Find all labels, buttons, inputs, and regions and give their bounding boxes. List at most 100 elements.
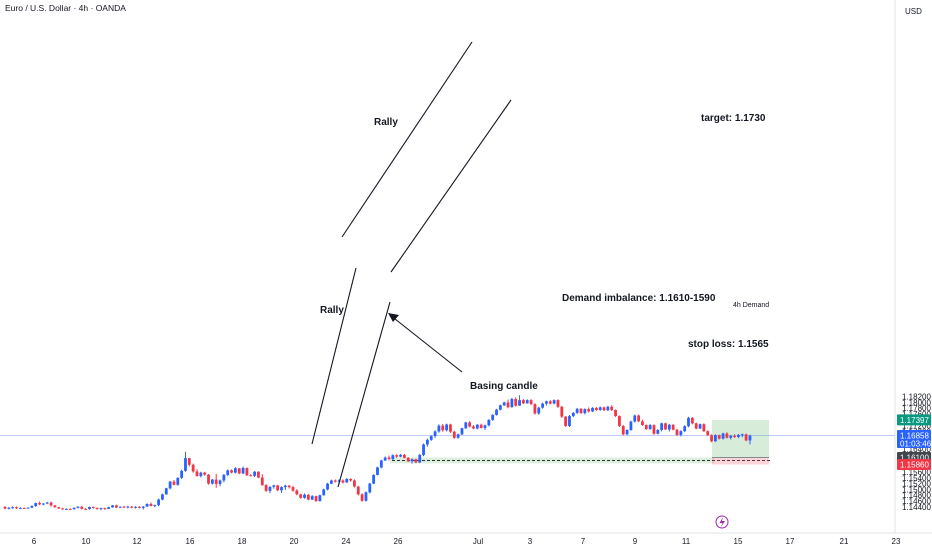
candle bbox=[7, 507, 11, 510]
candle bbox=[729, 434, 733, 440]
candle-body bbox=[199, 472, 203, 477]
candle bbox=[214, 473, 218, 488]
candle bbox=[153, 504, 157, 508]
candle bbox=[276, 484, 280, 492]
candle-body bbox=[568, 416, 571, 426]
candle bbox=[598, 406, 602, 411]
candle bbox=[360, 493, 364, 502]
candle-body bbox=[122, 506, 126, 508]
candle bbox=[295, 489, 299, 496]
candle-body bbox=[464, 422, 468, 429]
channel-line-1 bbox=[341, 41, 473, 238]
candle bbox=[618, 415, 621, 427]
candle-body bbox=[7, 507, 11, 509]
candle-body bbox=[395, 455, 399, 457]
candle-body bbox=[610, 406, 614, 410]
candle bbox=[22, 507, 26, 509]
candle bbox=[418, 454, 422, 464]
candle bbox=[529, 399, 533, 405]
candle-body bbox=[664, 423, 667, 430]
candle-body bbox=[410, 459, 414, 462]
candle bbox=[234, 467, 237, 474]
candle-body bbox=[287, 485, 291, 488]
candle-body bbox=[149, 503, 153, 506]
candle-body bbox=[502, 402, 506, 406]
candle bbox=[45, 501, 49, 505]
candle-body bbox=[694, 423, 698, 429]
candle bbox=[510, 398, 514, 408]
y-tick-label: 1.14400 bbox=[902, 503, 931, 512]
channel-line-2 bbox=[390, 99, 512, 273]
candle bbox=[683, 425, 687, 433]
candle-body bbox=[15, 507, 18, 509]
candle bbox=[310, 495, 314, 500]
candle bbox=[737, 433, 740, 439]
candle bbox=[187, 457, 191, 467]
candle bbox=[168, 480, 172, 490]
basing-arrowhead bbox=[388, 313, 399, 322]
candle-body bbox=[18, 507, 22, 509]
candle bbox=[452, 430, 456, 439]
candle-body bbox=[437, 425, 441, 432]
candle-body bbox=[641, 421, 644, 426]
label-stop-loss: stop loss: 1.1565 bbox=[688, 339, 769, 350]
x-tick-label: Jul bbox=[473, 537, 483, 546]
candle bbox=[399, 454, 402, 458]
candle bbox=[306, 494, 310, 501]
candle bbox=[38, 501, 41, 506]
candle-body bbox=[153, 505, 157, 507]
candle-body bbox=[391, 455, 395, 459]
x-tick-label: 23 bbox=[892, 537, 901, 546]
candle-body bbox=[126, 506, 130, 508]
candle bbox=[164, 487, 168, 495]
y-tick-label: 1.18000 bbox=[902, 398, 931, 407]
candle bbox=[157, 498, 160, 507]
candle bbox=[721, 432, 725, 440]
candle-body bbox=[472, 426, 475, 429]
candle bbox=[406, 457, 410, 463]
currency-label: USD bbox=[905, 7, 922, 16]
candle-body bbox=[326, 483, 329, 490]
candle-body bbox=[614, 409, 617, 417]
candle-body bbox=[522, 400, 525, 404]
candle-body bbox=[491, 414, 495, 420]
candle-body bbox=[318, 495, 322, 502]
candle-body bbox=[333, 480, 337, 482]
candle-body bbox=[698, 424, 702, 429]
candle bbox=[606, 405, 610, 412]
candle bbox=[545, 400, 548, 406]
y-tick-label: 1.18200 bbox=[902, 393, 931, 402]
candle-body bbox=[218, 480, 222, 484]
candle-body bbox=[91, 506, 95, 508]
candle-body bbox=[406, 457, 410, 462]
candle-body bbox=[88, 506, 91, 510]
candles bbox=[3, 395, 752, 511]
candle-body bbox=[510, 398, 514, 408]
candle bbox=[714, 434, 717, 442]
candle bbox=[99, 507, 103, 511]
candle-body bbox=[556, 400, 560, 407]
candle bbox=[272, 484, 276, 489]
candle-body bbox=[518, 400, 521, 406]
candle bbox=[472, 425, 475, 430]
candle-body bbox=[164, 488, 168, 495]
candle-body bbox=[26, 507, 30, 509]
candle-body bbox=[222, 474, 226, 481]
candle-body bbox=[280, 487, 283, 491]
candle-body bbox=[575, 408, 579, 413]
x-tick-label: 3 bbox=[528, 537, 533, 546]
candle bbox=[111, 505, 114, 508]
candle-body bbox=[245, 467, 249, 476]
candle-body bbox=[268, 486, 272, 491]
candle bbox=[575, 407, 579, 414]
candle bbox=[364, 491, 368, 502]
lightning-icon[interactable] bbox=[715, 515, 729, 529]
channel-line-4 bbox=[337, 301, 391, 488]
candle bbox=[437, 424, 441, 433]
x-tick-label: 7 bbox=[581, 537, 586, 546]
candle bbox=[748, 434, 752, 445]
candle-body bbox=[303, 494, 306, 498]
candle-body bbox=[11, 507, 15, 509]
candle-body bbox=[65, 508, 68, 510]
candle-body bbox=[537, 407, 541, 414]
